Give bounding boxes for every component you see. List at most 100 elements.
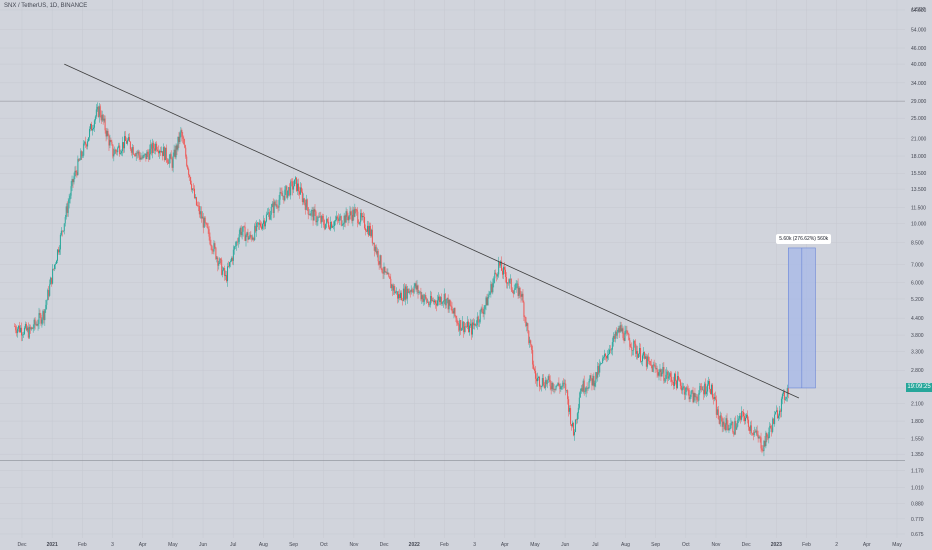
candle-body	[45, 304, 47, 310]
candle-body	[204, 217, 206, 223]
candle-body	[104, 118, 106, 131]
candle-body	[515, 283, 517, 289]
candle-body	[591, 378, 593, 386]
candle-body	[613, 335, 615, 339]
candle-body	[374, 246, 376, 251]
candle-body	[618, 328, 620, 333]
candle-body	[468, 321, 470, 333]
candle-body	[467, 321, 469, 327]
x-tick-label: Sep	[289, 542, 298, 548]
candle-body	[203, 217, 205, 228]
candle-body	[434, 300, 436, 303]
candle-body	[570, 408, 572, 425]
candle-body	[533, 364, 535, 369]
candle-body	[157, 149, 159, 151]
candle-body	[342, 223, 344, 226]
candle-body	[596, 372, 598, 378]
candle-body	[500, 261, 502, 266]
candle-body	[330, 222, 332, 230]
candle-body	[552, 382, 554, 390]
candle-body	[655, 368, 657, 369]
candle-body	[108, 135, 110, 146]
candle-body	[295, 177, 297, 180]
candle-body	[102, 114, 104, 121]
candle-body	[155, 143, 157, 151]
candle-body	[451, 306, 453, 312]
candle-body	[394, 286, 396, 294]
candle-body	[396, 291, 398, 293]
candle-body	[744, 417, 746, 422]
candle-body	[273, 201, 275, 213]
candle-body	[36, 323, 38, 326]
candle-body	[569, 408, 571, 412]
candle-body	[492, 282, 494, 293]
candle-body	[716, 409, 718, 415]
candle-body	[356, 209, 358, 212]
candle-body	[233, 246, 235, 250]
candle-body	[278, 199, 280, 208]
candle-body	[348, 215, 350, 221]
candle-body	[485, 297, 487, 306]
candle-body	[679, 380, 681, 386]
candle-body	[51, 277, 53, 284]
candle-body	[402, 288, 404, 301]
candle-body	[617, 328, 619, 332]
candle-body	[579, 391, 581, 398]
candle-body	[627, 333, 629, 334]
candle-body	[666, 371, 668, 375]
candle-body	[469, 325, 471, 333]
candle-body	[161, 151, 163, 157]
candle-body	[213, 243, 215, 252]
candle-body	[268, 212, 270, 220]
candle-body	[174, 149, 176, 158]
candle-body	[325, 223, 327, 229]
candle-body	[70, 186, 72, 196]
candle-body	[376, 250, 378, 254]
trendline	[64, 63, 800, 399]
candle-body	[779, 410, 781, 416]
candle-body	[186, 156, 188, 166]
candle-body	[214, 243, 216, 248]
candle-body	[129, 141, 131, 149]
x-tick-label: May	[892, 542, 902, 548]
candle-body	[598, 366, 600, 373]
candle-body	[698, 393, 700, 401]
y-tick-label: 13.500	[911, 187, 927, 193]
y-tick-label: 7.000	[911, 263, 924, 269]
candle-body	[628, 333, 630, 341]
candle-body	[271, 203, 273, 207]
candle-body	[748, 426, 750, 431]
candle-body	[502, 270, 504, 275]
candle-body	[372, 242, 374, 244]
candle-body	[743, 412, 745, 417]
x-tick-label: Jul	[592, 542, 598, 548]
candle-body	[735, 421, 737, 430]
candle-body	[563, 382, 565, 384]
candle-body	[331, 222, 333, 228]
candle-body	[542, 378, 544, 386]
candle-body	[692, 390, 694, 403]
candle-body	[287, 190, 289, 198]
candle-body	[642, 351, 644, 356]
candle-body	[667, 371, 669, 379]
candle-body	[27, 327, 29, 338]
y-tick-label: 8.500	[911, 240, 924, 246]
candle-body	[284, 189, 286, 201]
candle-body	[724, 424, 726, 431]
candle-body	[327, 218, 329, 222]
candle-body	[48, 290, 50, 296]
candle-body	[783, 391, 785, 400]
candle-body	[166, 159, 168, 163]
candle-body	[90, 124, 92, 129]
candle-body	[112, 144, 114, 157]
candle-body	[429, 304, 431, 306]
candle-body	[207, 227, 209, 230]
candle-body	[141, 157, 143, 159]
candle-body	[529, 340, 531, 344]
candle-body	[731, 422, 733, 424]
candle-body	[782, 391, 784, 395]
candle-body	[232, 249, 234, 261]
candle-body	[572, 422, 574, 436]
candle-body	[344, 215, 346, 223]
